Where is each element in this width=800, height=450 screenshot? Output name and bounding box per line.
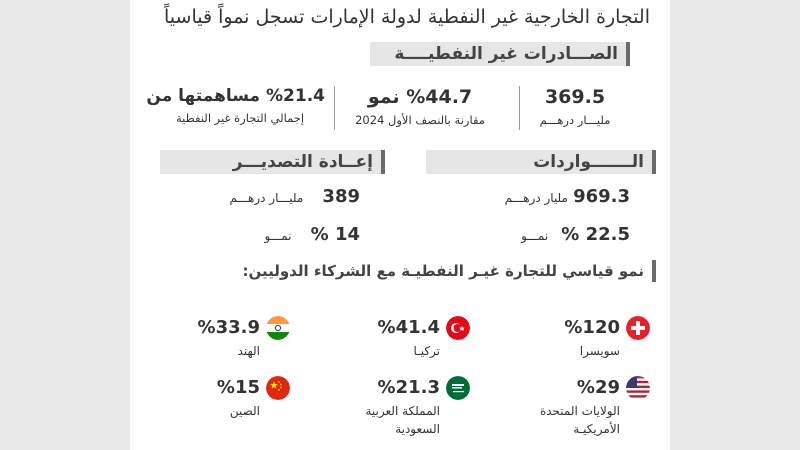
exports-header-accent <box>626 42 630 66</box>
partner-pct: %120 <box>564 317 620 338</box>
reexports-value: 389 <box>322 186 360 207</box>
partner-name: سويسرا <box>579 344 620 358</box>
exports-growth: %44.7 نمو <box>367 86 473 108</box>
imports-growth-label: نمـــو <box>521 229 549 243</box>
partners-header-label: نمو قياسي للتجارة غيـر النفطيـة مع الشرك… <box>242 262 644 280</box>
partner-china: %15 الصين <box>140 376 290 436</box>
reexports-growth-value: 14 % <box>310 224 360 245</box>
reexports-value-row: 389 مليـــار درهـــم <box>229 186 360 207</box>
partner-pct: %33.9 <box>197 317 260 338</box>
exports-value: 369.5 <box>544 86 606 108</box>
partner-name: تركيـا <box>413 344 440 358</box>
imports-value-unit: مليار درهـــم <box>504 191 568 205</box>
imports-growth-value: 22.5 % <box>561 224 630 245</box>
partner-saudi-arabia: %21.3 المملكة العربية السعودية <box>320 376 470 436</box>
partner-turkey: %41.4 تركيـا <box>320 316 470 376</box>
partner-pct: %29 <box>576 377 620 398</box>
exports-value-unit: مليـــار درهـــم <box>539 113 611 127</box>
divider-2 <box>334 86 335 130</box>
divider-1 <box>519 86 520 130</box>
partner-pct: %41.4 <box>377 317 440 338</box>
exports-share-note: إجمالي التجارة غير النفطية <box>175 111 305 125</box>
exports-header: الصـــادرات غير النفطيــــة <box>370 42 630 66</box>
reexports-header: إعــادة التصديـــر <box>160 150 385 174</box>
partner-name: الولايات المتحدة الأمريكيـة <box>539 404 620 436</box>
infographic-panel: التجارة الخارجية غير النفطية لدولة الإما… <box>130 0 670 450</box>
usa-flag-icon <box>626 376 650 400</box>
reexports-value-unit: مليـــار درهـــم <box>229 191 304 205</box>
imports-value-row: 969.3 مليار درهـــم <box>505 186 630 207</box>
turkey-flag-icon <box>446 316 470 340</box>
exports-growth-stat: %44.7 نمو مقارنة بالنصف الأول 2024 <box>330 86 510 128</box>
partner-pct: %21.3 <box>377 377 440 398</box>
india-flag-icon <box>266 316 290 340</box>
switzerland-flag-icon <box>626 316 650 340</box>
partner-pct: %15 <box>216 377 260 398</box>
partner-switzerland: %120 سويسرا <box>500 316 650 376</box>
exports-share-stat: %21.4 مساهمتها من إجمالي التجارة غير الن… <box>146 86 325 126</box>
saudi-flag-icon <box>446 376 470 400</box>
imports-header: الـــــــواردات <box>426 150 656 174</box>
partner-india: %33.9 الهند <box>140 316 290 376</box>
exports-share: %21.4 مساهمتها من <box>146 86 325 106</box>
reexports-growth-label: نمـــو <box>264 229 292 243</box>
left-gray-margin <box>0 0 130 450</box>
partner-name: الهند <box>237 344 260 358</box>
right-gray-margin <box>670 0 800 450</box>
partners-header-accent <box>652 260 656 282</box>
partner-name: الصين <box>229 404 260 418</box>
partners-header: نمو قياسي للتجارة غيـر النفطيـة مع الشرك… <box>242 260 656 282</box>
imports-header-label: الـــــــواردات <box>533 152 644 172</box>
exports-header-label: الصـــادرات غير النفطيــــة <box>394 44 618 64</box>
exports-growth-note: مقارنة بالنصف الأول 2024 <box>355 113 485 127</box>
china-flag-icon <box>266 376 290 400</box>
reexports-header-label: إعــادة التصديـــر <box>232 152 373 172</box>
partner-usa: %29 الولايات المتحدة الأمريكيـة <box>500 376 650 436</box>
imports-header-accent <box>652 150 656 174</box>
partner-name: المملكة العربية السعودية <box>365 404 440 436</box>
reexports-header-accent <box>381 150 385 174</box>
imports-growth-row: 22.5 % نمـــو <box>521 224 630 245</box>
imports-value: 969.3 <box>573 186 630 207</box>
reexports-growth-row: 14 % نمـــو <box>265 224 361 245</box>
page-title: التجارة الخارجية غير النفطية لدولة الإما… <box>164 6 650 28</box>
exports-value-stat: 369.5 مليـــار درهـــم <box>510 86 640 128</box>
